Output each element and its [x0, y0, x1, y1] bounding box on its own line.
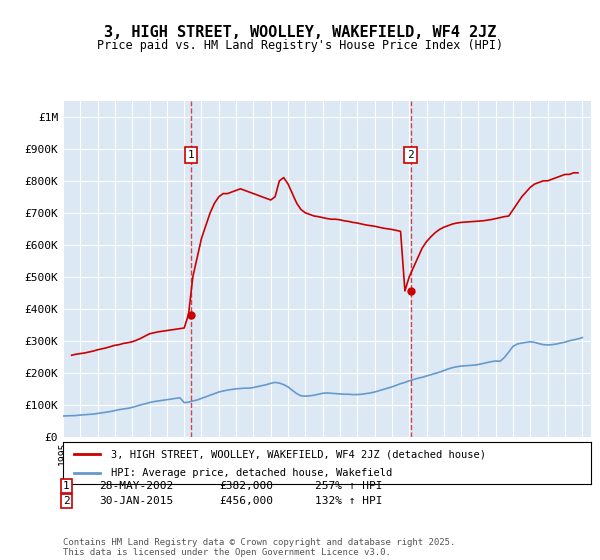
Text: Contains HM Land Registry data © Crown copyright and database right 2025.
This d: Contains HM Land Registry data © Crown c… [63, 538, 455, 557]
Text: 1: 1 [63, 481, 70, 491]
Text: 30-JAN-2015: 30-JAN-2015 [99, 496, 173, 506]
Text: 2: 2 [63, 496, 70, 506]
Text: £456,000: £456,000 [219, 496, 273, 506]
Text: 3, HIGH STREET, WOOLLEY, WAKEFIELD, WF4 2JZ: 3, HIGH STREET, WOOLLEY, WAKEFIELD, WF4 … [104, 25, 496, 40]
Text: 132% ↑ HPI: 132% ↑ HPI [315, 496, 383, 506]
Text: Price paid vs. HM Land Registry's House Price Index (HPI): Price paid vs. HM Land Registry's House … [97, 39, 503, 52]
Text: 1: 1 [188, 150, 194, 160]
Text: £382,000: £382,000 [219, 481, 273, 491]
Text: 3, HIGH STREET, WOOLLEY, WAKEFIELD, WF4 2JZ (detached house): 3, HIGH STREET, WOOLLEY, WAKEFIELD, WF4 … [110, 449, 485, 459]
Text: 2: 2 [407, 150, 414, 160]
Text: 257% ↑ HPI: 257% ↑ HPI [315, 481, 383, 491]
Text: HPI: Average price, detached house, Wakefield: HPI: Average price, detached house, Wake… [110, 468, 392, 478]
Text: 28-MAY-2002: 28-MAY-2002 [99, 481, 173, 491]
